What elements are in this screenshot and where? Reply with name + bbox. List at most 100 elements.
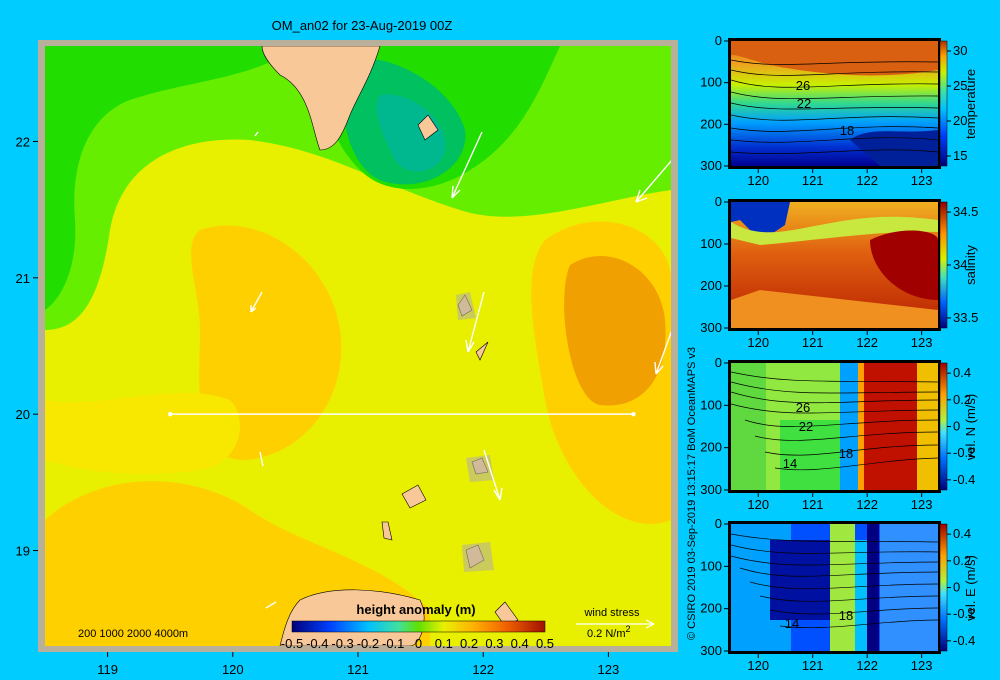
section-axes: 120 121 122 123 0 100 200 300 30 25 20 15 120 121 122 1…	[700, 33, 978, 673]
panel-colorbar-tick-label: 25	[953, 78, 967, 93]
contour-label: 22	[799, 419, 813, 434]
contour-label: 14	[785, 616, 799, 631]
section-x-tick-label: 120	[747, 497, 769, 512]
colorbar-tick-label: 0.2	[460, 636, 478, 651]
panel-colorbar	[939, 201, 948, 329]
section-y-tick-label: 200	[700, 116, 722, 131]
section-x-tick-label: 122	[856, 173, 878, 188]
panel-colorbar-tick-label: 15	[953, 148, 967, 163]
section-x-tick-label: 123	[911, 658, 933, 673]
contour-label: 18	[839, 608, 853, 623]
panel-colorbar-tick-label: 20	[953, 113, 967, 128]
section-panel-temperature: 26 22 18 temperature	[728, 38, 978, 169]
lon-tick-label: 120	[222, 662, 244, 677]
panel-var-label: vel. E (m/s)	[963, 555, 978, 621]
lat-tick-label: 19	[16, 544, 30, 559]
section-x-tick-label: 122	[856, 497, 878, 512]
section-x-tick-label: 120	[747, 658, 769, 673]
colorbar-tick-label: 0.5	[536, 636, 554, 651]
height-anomaly-field	[45, 46, 671, 646]
section-y-tick-label: 300	[700, 158, 722, 173]
map-lon-ticks: 119 120 121 122 123	[97, 652, 619, 677]
contour-label: 14	[783, 456, 797, 471]
panel-colorbar-tick-label: 33.5	[953, 310, 978, 325]
section-line-end	[631, 411, 636, 417]
lat-tick-label: 22	[16, 134, 30, 149]
section-x-tick-label: 123	[911, 335, 933, 350]
section-x-tick-label: 123	[911, 173, 933, 188]
section-x-tick-label: 121	[802, 335, 824, 350]
section-x-tick-label: 123	[911, 497, 933, 512]
section-y-tick-label: 300	[700, 482, 722, 497]
section-y-tick-label: 0	[715, 33, 722, 48]
contour-labels: 26 22 18 14	[783, 400, 853, 471]
map-lat-ticks: 22 21 20 19	[16, 134, 38, 559]
panel-colorbar-tick-label: 34.5	[953, 204, 978, 219]
colorbar	[291, 620, 546, 633]
section-y-tick-label: 0	[715, 355, 722, 370]
colorbar-ticks: -0.5 -0.4 -0.3 -0.2 -0.1 0 0.1 0.2 0.3 0.4 0.5	[281, 636, 554, 651]
section-y-tick-label: 200	[700, 601, 722, 616]
panel-colorbar-tick-label: 0	[953, 419, 960, 434]
section-x-tick-label: 122	[856, 658, 878, 673]
contour-label: 18	[839, 446, 853, 461]
wind-arrows	[250, 131, 671, 609]
lon-tick-label: 121	[347, 662, 369, 677]
wind-stress-label: wind stress	[583, 607, 640, 619]
section-panel-vel-n: 26 22 18 14 vel. N (m/s)	[728, 360, 978, 493]
colorbar-tick-label: -0.4	[306, 636, 328, 651]
colorbar-tick-label: -0.1	[382, 636, 404, 651]
panel-colorbar-tick-label: 30	[953, 43, 967, 58]
wind-scale-exponent: 2	[626, 624, 631, 634]
section-y-tick-label: 100	[700, 236, 722, 251]
depth-legend: 200 1000 2000 4000m	[78, 628, 188, 640]
lon-tick-label: 119	[97, 662, 118, 677]
section-y-tick-label: 300	[700, 643, 722, 658]
panel-colorbar-tick-label: 0.2	[953, 392, 971, 407]
panel-var-label: temperature	[963, 69, 978, 139]
section-x-tick-label: 121	[802, 497, 824, 512]
wind-scale-value: 0.2 N/m	[587, 628, 626, 640]
contour-label: 26	[796, 78, 810, 93]
section-y-tick-label: 100	[700, 397, 722, 412]
section-y-tick-label: 0	[715, 194, 722, 209]
panel-var-label: salinity	[963, 245, 978, 285]
contour-labels: 26 22 18	[796, 78, 854, 138]
colorbar-tick-label: 0.4	[511, 636, 529, 651]
panel-colorbar-tick-label: 0	[953, 580, 960, 595]
panel-colorbar-tick-label: -0.2	[953, 445, 975, 460]
panel-colorbar-tick-label: 0.4	[953, 526, 971, 541]
lon-tick-label: 122	[472, 662, 494, 677]
panel-var-label: vel. N (m/s)	[963, 394, 978, 460]
panel-colorbar	[939, 40, 948, 167]
section-panel-salinity: salinity	[728, 199, 978, 331]
panel-colorbar-tick-label: 34	[953, 257, 967, 272]
panel-colorbar-tick-label: -0.4	[953, 472, 975, 487]
panel-colorbar-tick-label: -0.4	[953, 633, 975, 648]
panel-colorbar	[939, 362, 948, 491]
panel-colorbar	[939, 523, 948, 652]
section-y-tick-label: 100	[700, 558, 722, 573]
panel-colorbar-tick-label: 0.4	[953, 365, 971, 380]
section-y-tick-label: 200	[700, 278, 722, 293]
section-y-tick-label: 100	[700, 75, 722, 90]
section-y-tick-label: 200	[700, 440, 722, 455]
wind-scale-text: 0.2 N/m2	[587, 624, 631, 640]
section-y-tick-label: 0	[715, 516, 722, 531]
colorbar-tick-label: -0.5	[281, 636, 303, 651]
contour-label: 22	[797, 96, 811, 111]
lat-tick-label: 21	[16, 271, 30, 286]
colorbar-label: height anomaly (m)	[356, 602, 475, 617]
lon-tick-label: 123	[598, 662, 620, 677]
colorbar-tick-label: 0.1	[435, 636, 453, 651]
colorbar-tick-label: -0.2	[357, 636, 379, 651]
wind-scale-arrowhead	[645, 619, 655, 629]
contour-label: 18	[840, 123, 854, 138]
lat-tick-label: 20	[16, 407, 30, 422]
colorbar-tick-label: 0	[415, 636, 422, 651]
colorbar-tick-label: 0.3	[485, 636, 503, 651]
panel-colorbar-tick-label: -0.2	[953, 606, 975, 621]
